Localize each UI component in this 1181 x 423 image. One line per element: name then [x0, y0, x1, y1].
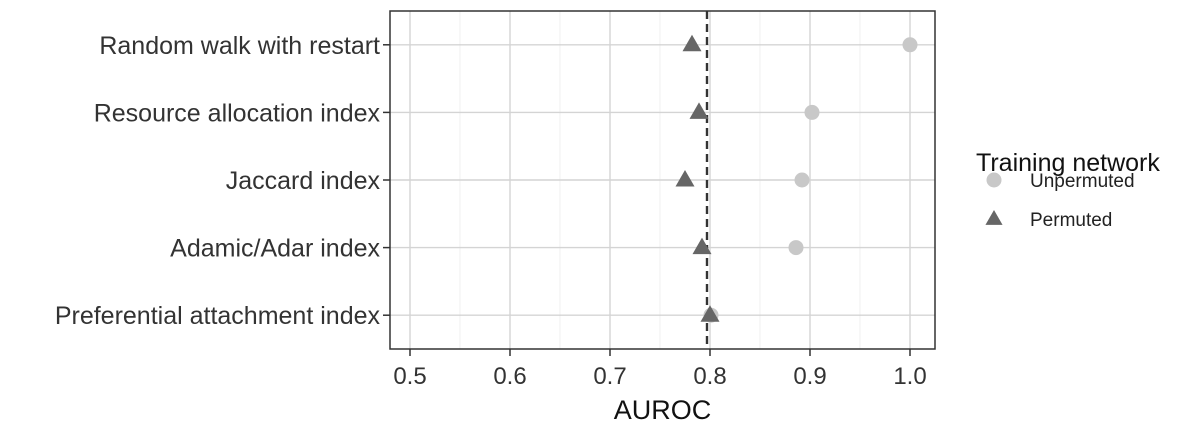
x-tick-label-3: 0.8 — [693, 363, 726, 390]
y-tick-label-0: Random walk with restart — [99, 32, 380, 60]
legend-key-unpermuted — [986, 172, 1002, 188]
y-tick-label-2: Jaccard index — [226, 167, 381, 195]
x-tick-label-1: 0.6 — [493, 363, 526, 390]
x-tick-label-4: 0.9 — [793, 363, 826, 390]
category-gridlines — [390, 44, 935, 316]
legend: Training network Unpermuted Permuted — [976, 149, 1160, 231]
x-tick-label-5: 1.0 — [893, 363, 926, 390]
y-tick-label-3: Adamic/Adar index — [170, 235, 380, 263]
x-tick-label-2: 0.7 — [593, 363, 626, 390]
point-unpermuted-2 — [794, 172, 810, 188]
y-tick-label-4: Preferential attachment index — [55, 302, 381, 330]
legend-title: Training network — [976, 149, 1160, 177]
point-permuted-2 — [675, 170, 695, 187]
y-tick-label-1: Resource allocation index — [94, 99, 381, 127]
data-marks — [675, 34, 918, 323]
point-permuted-1 — [689, 102, 709, 119]
point-unpermuted-1 — [804, 104, 820, 120]
x-axis: 0.5 0.6 0.7 0.8 0.9 1.0 — [393, 349, 927, 390]
point-unpermuted-0 — [902, 37, 918, 53]
x-tick-label-0: 0.5 — [393, 363, 426, 390]
y-axis: Random walk with restart Resource allocat… — [55, 32, 390, 330]
x-axis-title: AUROC — [614, 395, 712, 423]
point-permuted-3 — [692, 237, 712, 255]
point-permuted-4 — [700, 305, 720, 322]
legend-label-unpermuted: Unpermuted — [1030, 171, 1135, 192]
legend-label-permuted: Permuted — [1030, 210, 1112, 231]
point-permuted-0 — [682, 34, 702, 52]
point-unpermuted-3 — [788, 240, 804, 256]
legend-key-permuted — [985, 210, 1003, 225]
